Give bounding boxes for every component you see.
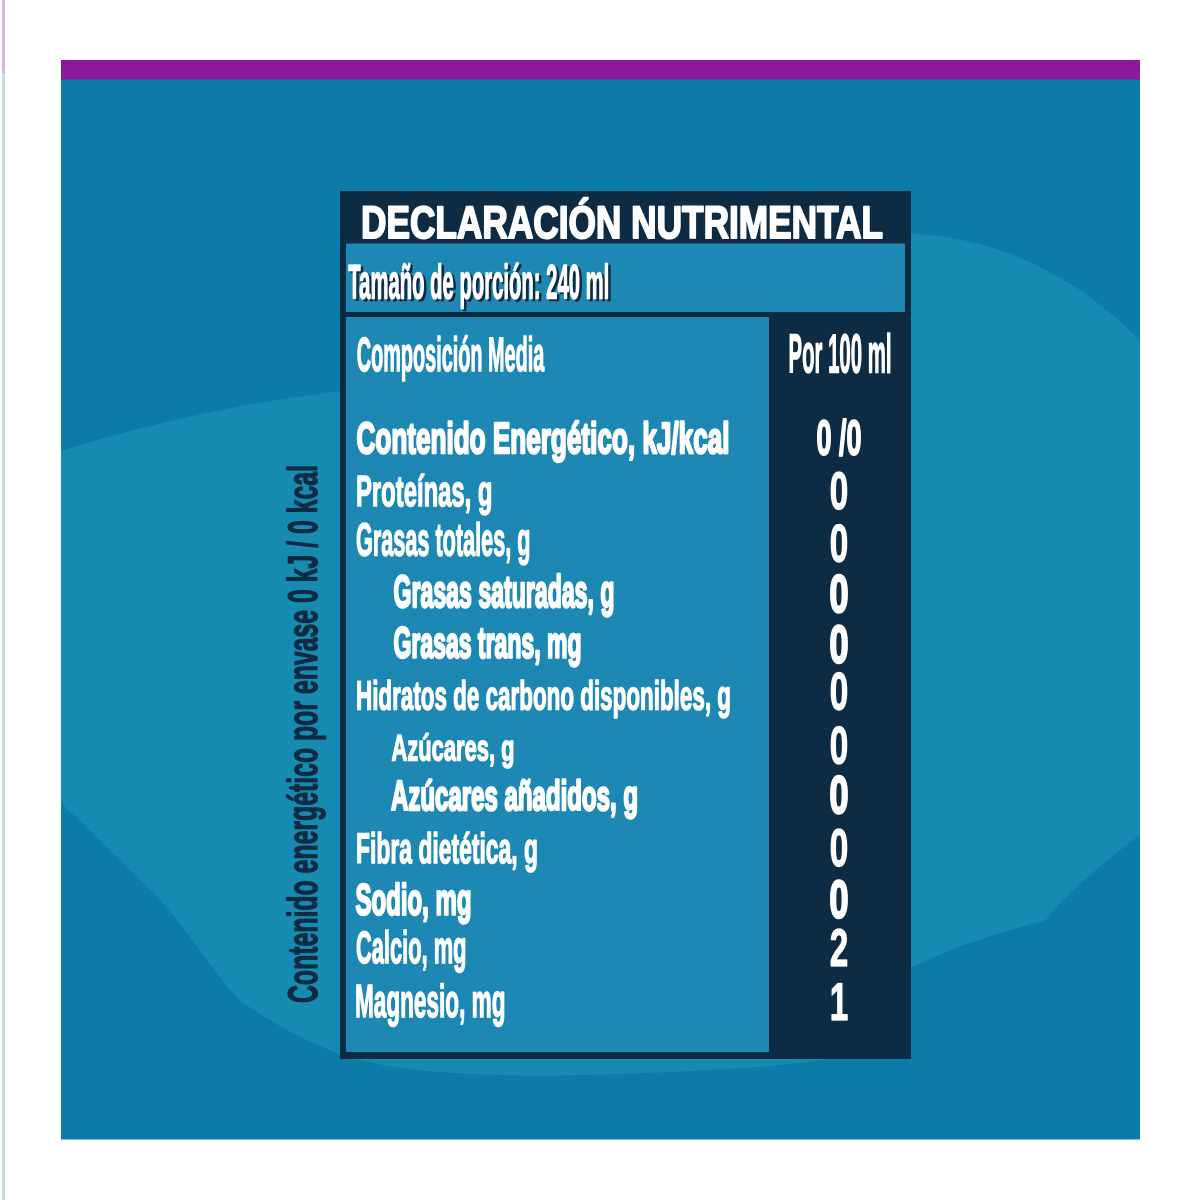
svg-text:0 /0: 0 /0	[817, 412, 862, 466]
svg-text:0: 0	[830, 565, 849, 624]
svg-text:Por 100 ml: Por 100 ml	[789, 324, 892, 385]
svg-text:Grasas totales, g: Grasas totales, g	[356, 514, 531, 566]
svg-text:Grasas trans, mg: Grasas trans, mg	[394, 620, 582, 668]
svg-text:Contenido energético por envas: Contenido energético por envase 0 kJ / 0…	[279, 465, 326, 1003]
svg-text:Azúcares añadidos, g: Azúcares añadidos, g	[391, 772, 638, 819]
svg-text:0: 0	[830, 717, 849, 776]
svg-text:0: 0	[830, 514, 849, 573]
svg-text:Tamaño de porción: 240 ml: Tamaño de porción: 240 ml	[348, 257, 609, 310]
svg-text:Hidratos de carbono disponible: Hidratos de carbono disponibles, g	[356, 672, 731, 718]
svg-text:0: 0	[830, 819, 849, 878]
svg-text:Contenido Energético, kJ/kcal: Contenido Energético, kJ/kcal	[357, 414, 730, 463]
svg-text:Calcio, mg: Calcio, mg	[356, 922, 467, 973]
svg-text:0: 0	[830, 870, 849, 929]
svg-text:DECLARACIÓN NUTRIMENTAL: DECLARACIÓN NUTRIMENTAL	[361, 196, 883, 248]
svg-text:Azúcares, g: Azúcares, g	[392, 727, 515, 769]
svg-text:2: 2	[830, 919, 849, 978]
svg-text:0: 0	[830, 462, 849, 521]
svg-text:0: 0	[830, 766, 849, 825]
svg-text:Proteínas, g: Proteínas, g	[356, 467, 493, 516]
svg-text:0: 0	[830, 663, 849, 722]
svg-text:1: 1	[830, 973, 849, 1032]
svg-text:Composición Media: Composición Media	[357, 329, 545, 382]
svg-text:Fibra dietética, g: Fibra dietética, g	[356, 826, 538, 873]
svg-text:Grasas saturadas, g: Grasas saturadas, g	[394, 566, 615, 617]
svg-text:Sodio, mg: Sodio, mg	[356, 875, 472, 924]
svg-text:Tamaño de porción: 240 ml: Tamaño de porción: 240 ml	[351, 259, 612, 312]
svg-text:0: 0	[830, 616, 849, 675]
svg-text:Magnesio, mg: Magnesio, mg	[355, 975, 506, 1027]
